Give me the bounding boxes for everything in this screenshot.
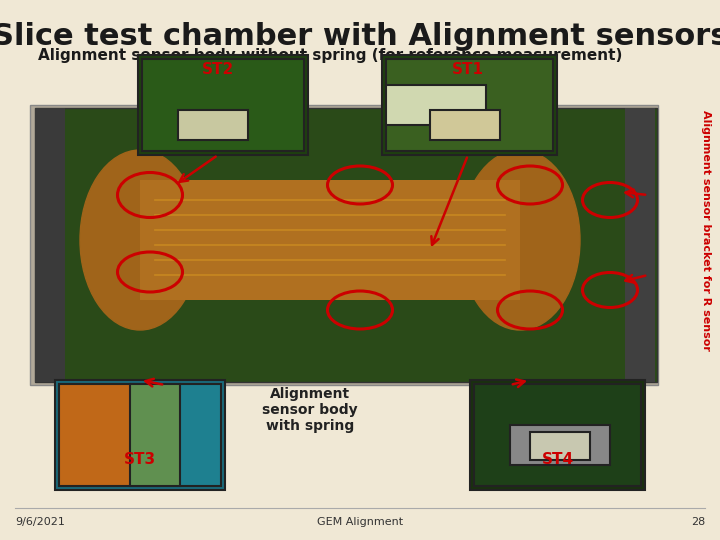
Text: ST2: ST2 [202,62,234,77]
Bar [140,180,520,300]
Text: ST3: ST3 [124,452,156,467]
Bar [178,110,248,140]
Text: Alignment sensor body without spring (for reference measurement): Alignment sensor body without spring (fo… [38,48,622,63]
Bar [35,108,657,382]
Bar [40,112,650,122]
Bar [474,384,641,486]
Bar [138,55,308,155]
Ellipse shape [460,150,580,330]
Bar [470,380,645,490]
Text: 28: 28 [690,517,705,527]
Text: 9/6/2021: 9/6/2021 [15,517,65,527]
Ellipse shape [80,150,200,330]
Text: GEM Alignment: GEM Alignment [317,517,403,527]
Text: Slice test chamber with Alignment sensors: Slice test chamber with Alignment sensor… [0,22,720,51]
Bar [142,59,304,151]
Bar [530,432,590,460]
Bar [430,110,500,140]
Text: ST1: ST1 [452,62,484,77]
Bar [30,105,658,385]
Bar [130,384,180,486]
Bar [59,384,221,486]
Bar [386,59,553,151]
Bar [386,85,486,125]
Text: Alignment
sensor body
with spring: Alignment sensor body with spring [262,387,358,433]
Bar [59,384,159,486]
Bar [35,108,65,382]
Bar [625,108,655,382]
Bar [55,380,225,490]
Bar [40,347,650,377]
Bar [510,425,610,465]
Text: Alignment sensor bracket for R sensor: Alignment sensor bracket for R sensor [701,110,711,350]
Bar [382,55,557,155]
Text: ST4: ST4 [542,452,574,467]
